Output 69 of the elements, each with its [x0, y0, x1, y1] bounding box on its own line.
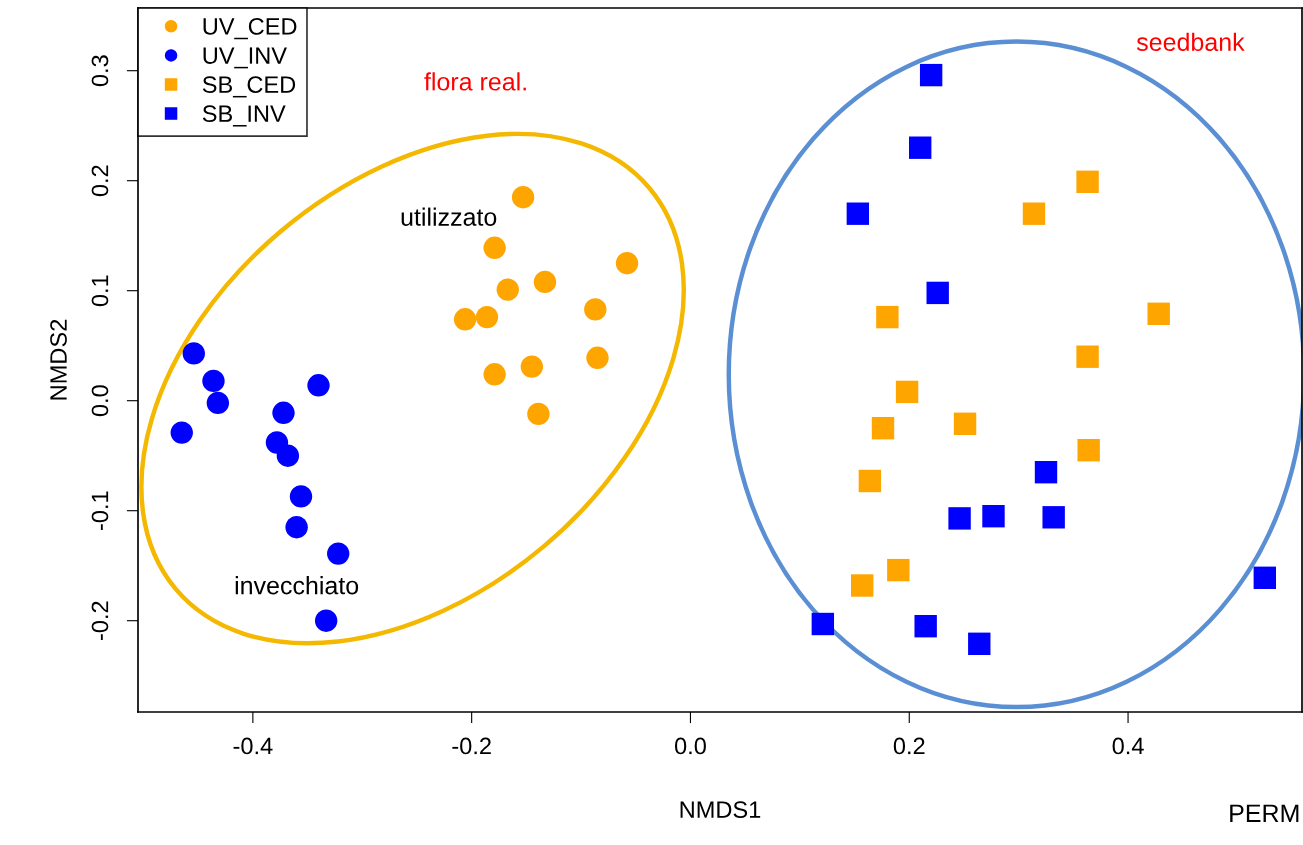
point — [1042, 506, 1065, 529]
y-tick-label: 0.1 — [91, 275, 109, 307]
point — [483, 363, 506, 386]
point — [1253, 566, 1276, 589]
point — [982, 505, 1005, 528]
point — [1077, 439, 1100, 462]
y-axis-title: NMDS2 — [50, 319, 67, 400]
point — [202, 369, 225, 393]
legend-label: SB_CED — [202, 76, 296, 98]
text: PERM — [1230, 804, 1299, 822]
y-tick-label: -0.2 — [91, 601, 109, 640]
point — [527, 402, 550, 426]
point — [483, 236, 506, 259]
point — [909, 136, 932, 159]
point — [496, 278, 519, 301]
point — [289, 485, 313, 508]
point — [851, 574, 874, 597]
point — [919, 63, 943, 87]
point — [533, 270, 557, 294]
x-axis-title: NMDS1 — [680, 801, 761, 819]
point — [1022, 202, 1046, 225]
point — [1034, 461, 1058, 484]
point — [170, 421, 193, 444]
point — [314, 609, 338, 632]
point — [285, 516, 308, 539]
point — [511, 186, 535, 209]
x-tick-label: -0.4 — [233, 737, 273, 755]
point — [953, 412, 977, 435]
point — [811, 612, 835, 636]
annotation: flora real. — [424, 72, 526, 91]
point — [586, 346, 609, 369]
y-tick-label: 0.3 — [91, 55, 109, 87]
annotation: utilizzato — [401, 207, 497, 226]
point — [846, 202, 870, 225]
y-tick-label: 0.0 — [91, 385, 109, 417]
point — [584, 298, 607, 321]
point — [1076, 345, 1099, 368]
point — [968, 632, 991, 655]
x-tick-label: 0.2 — [893, 737, 925, 755]
x-tick-label: 0.4 — [1112, 737, 1144, 755]
legend-label: SB_INV — [202, 105, 286, 127]
point — [871, 417, 895, 440]
point — [914, 615, 937, 638]
point — [475, 305, 499, 329]
point — [926, 281, 949, 305]
point — [895, 380, 919, 404]
point — [182, 342, 205, 365]
x-tick-label: -0.2 — [452, 737, 491, 755]
point — [520, 355, 544, 378]
y-tick-label: -0.1 — [91, 491, 109, 530]
point — [272, 401, 295, 424]
point — [327, 542, 350, 565]
legend-label: UV_CED — [203, 18, 297, 40]
annotation: invecchiato — [235, 576, 359, 595]
point — [858, 469, 882, 493]
point — [887, 558, 910, 582]
point — [615, 252, 639, 275]
point — [206, 391, 230, 415]
point — [1076, 170, 1099, 193]
y-tick-label: 0.2 — [91, 165, 109, 197]
point — [948, 507, 971, 530]
legend-label: UV_INV — [203, 47, 287, 69]
point — [307, 374, 330, 397]
point — [453, 308, 477, 331]
x-tick-label: 0.0 — [674, 737, 706, 755]
annotation: seedbank — [1136, 32, 1245, 52]
point — [876, 305, 899, 329]
point — [1147, 302, 1170, 325]
point — [276, 444, 300, 467]
